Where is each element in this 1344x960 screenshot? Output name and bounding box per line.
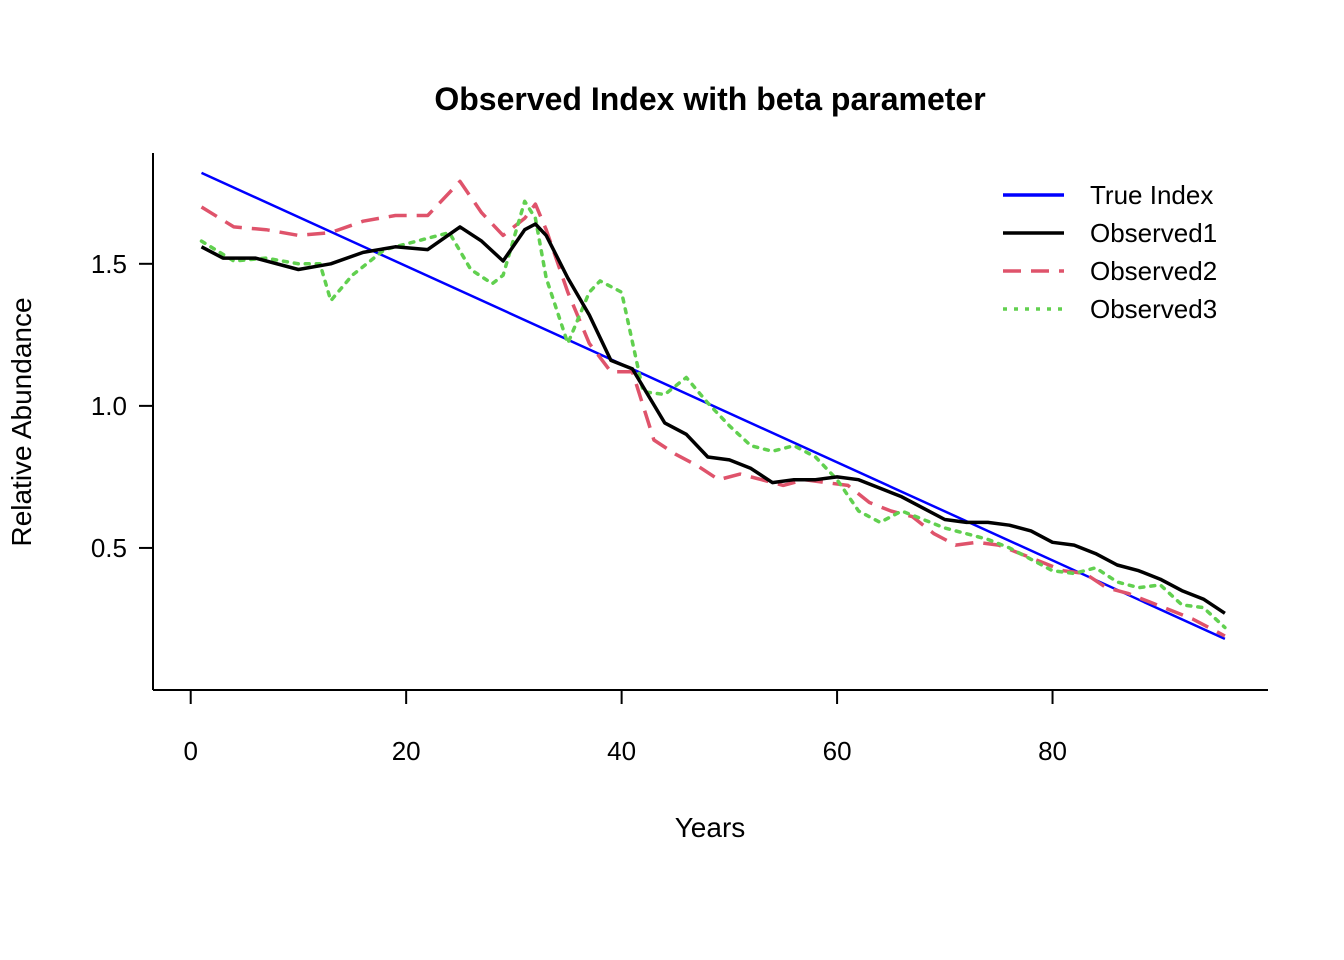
legend-label: Observed3: [1090, 294, 1217, 324]
legend-label: Observed1: [1090, 218, 1217, 248]
series-line-observed2: [200, 179, 1226, 638]
legend-label: Observed2: [1090, 256, 1217, 286]
series-line-true-index: [200, 171, 1226, 641]
x-tick-label: 40: [607, 736, 636, 766]
plot-area: 0 20 40 60 80 0.5 1.0 1.5: [91, 153, 1268, 766]
y-axis-label: Relative Abundance: [6, 297, 37, 546]
x-tick-label: 20: [392, 736, 421, 766]
x-axis-label: Years: [675, 812, 746, 843]
y-tick-label: 1.0: [91, 391, 127, 421]
x-tick-label: 0: [183, 736, 197, 766]
series-line-observed3: [199, 199, 1227, 630]
legend-label: True Index: [1090, 180, 1213, 210]
y-tick-label: 1.5: [91, 249, 127, 279]
series-line-observed1: [200, 222, 1226, 615]
y-ticks: 0.5 1.0 1.5: [91, 249, 153, 563]
x-tick-label: 80: [1038, 736, 1067, 766]
series-group: [199, 171, 1227, 641]
x-ticks: 0 20 40 60 80: [183, 690, 1067, 766]
y-tick-label: 0.5: [91, 533, 127, 563]
legend: True Index Observed1 Observed2 Observed3: [1003, 180, 1217, 324]
chart-title: Observed Index with beta parameter: [434, 81, 985, 117]
x-tick-label: 60: [823, 736, 852, 766]
